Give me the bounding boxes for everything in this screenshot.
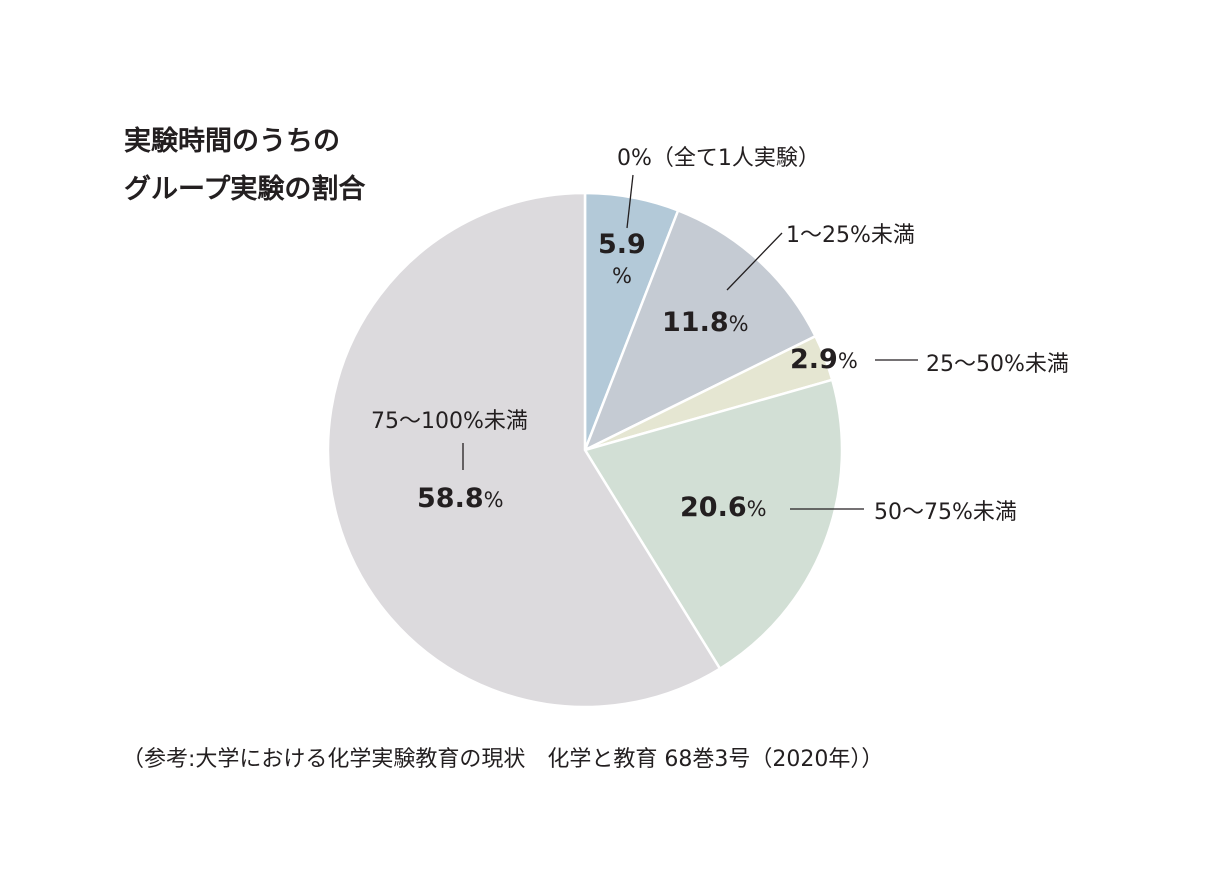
- pie-slice-1: [582, 208, 818, 453]
- slice-value-2: 2.9%: [790, 344, 858, 375]
- slice-label-1: 1〜25%未満: [786, 223, 915, 248]
- pie-slice-4: [326, 191, 722, 709]
- title-line-1: 実験時間のうちの: [124, 126, 340, 157]
- slice-value-0: 5.9%: [598, 229, 646, 289]
- slice-value-1: 11.8%: [662, 307, 749, 338]
- slice-label-2: 25〜50%未満: [926, 352, 1069, 377]
- slice-label-4: 75〜100%未満: [371, 409, 528, 434]
- chart-title: 実験時間のうちの グループ実験の割合: [124, 118, 365, 214]
- slice-label-3: 50〜75%未満: [874, 500, 1017, 525]
- title-line-2: グループ実験の割合: [124, 174, 366, 205]
- pie-slice-3: [583, 378, 844, 671]
- slice-label-0: 0%（全て1人実験）: [617, 146, 820, 171]
- slice-value-4: 58.8%: [417, 483, 504, 514]
- slice-value-3: 20.6%: [680, 492, 767, 523]
- leader-line-1: [726, 232, 783, 291]
- source-note: （参考:大学における化学実験教育の現状 化学と教育 68巻3号（2020年））: [122, 747, 884, 772]
- leader-line-0: [626, 174, 634, 229]
